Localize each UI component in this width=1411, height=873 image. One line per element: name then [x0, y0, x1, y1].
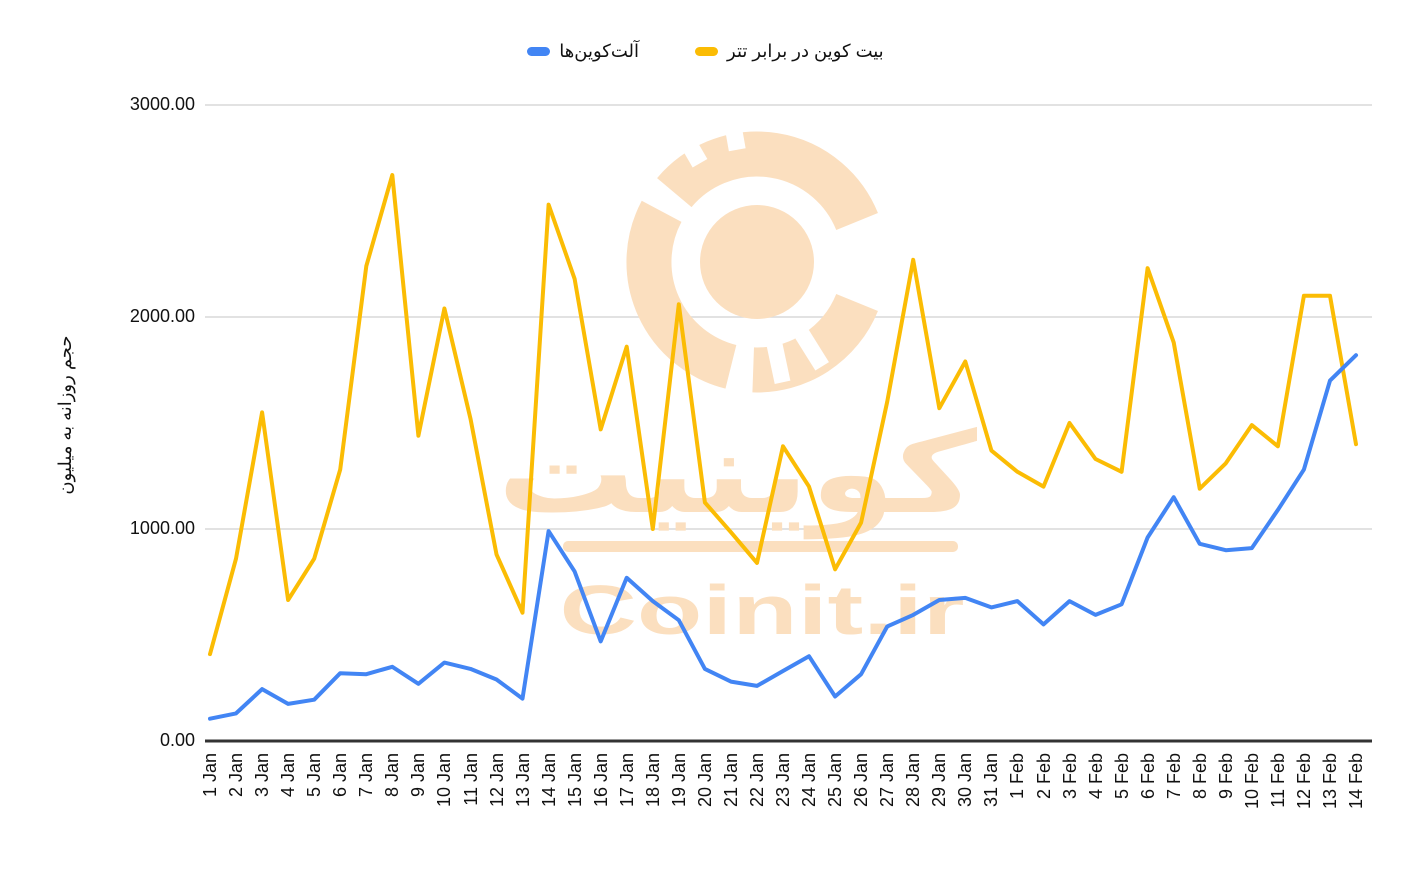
x-tick-label: 4 Jan — [278, 753, 299, 798]
legend-item-1: بیت کوین در برابر تتر — [695, 41, 884, 62]
legend-swatch-icon — [695, 47, 719, 56]
x-tick-label: 3 Feb — [1059, 753, 1080, 800]
x-tick-label: 19 Jan — [668, 753, 689, 808]
x-tick-label: 7 Jan — [356, 753, 377, 798]
watermark-text-fa: کوینیت — [497, 411, 978, 539]
x-tick-label: 13 Jan — [512, 753, 533, 808]
legend-swatch-icon — [527, 47, 551, 56]
x-tick-label: 16 Jan — [590, 753, 611, 808]
x-tick-label: 18 Jan — [642, 753, 663, 808]
x-tick-label: 24 Jan — [799, 753, 819, 808]
coin-ring-segment — [657, 131, 878, 231]
watermark-text-en: Coinit.ir — [560, 571, 965, 649]
x-tick-label: 6 Jan — [330, 753, 351, 798]
x-tick-label: 8 Jan — [382, 753, 403, 798]
series-lines — [208, 173, 1358, 721]
y-tick-label: 2000.00 — [129, 306, 195, 326]
x-tick-label: 2 Jan — [226, 753, 246, 798]
x-tick-label: 14 Feb — [1346, 753, 1366, 810]
x-tick-label: 1 Feb — [1007, 753, 1028, 800]
coinit-watermark: کوینیت Coinit.ir — [497, 106, 978, 649]
x-tick-label: 25 Jan — [825, 753, 846, 808]
x-tick-label: 12 Feb — [1293, 753, 1314, 810]
x-tick-label: 2 Feb — [1033, 753, 1054, 800]
x-tick-label: 23 Jan — [773, 753, 793, 808]
gridlines — [205, 104, 1372, 743]
x-tick-label: 9 Feb — [1215, 753, 1236, 800]
coin-notch — [766, 343, 791, 384]
x-tick-label: 26 Jan — [851, 753, 872, 808]
x-tick-label: 6 Feb — [1137, 753, 1158, 800]
coin-ring-segment — [626, 200, 738, 389]
x-tick-label: 10 Feb — [1241, 753, 1262, 810]
x-tick-label: 28 Jan — [903, 753, 924, 808]
x-tick-label: 21 Jan — [720, 753, 741, 808]
x-tick-label: 22 Jan — [747, 753, 767, 808]
legend-item-0: آلت‌کوین‌ها — [527, 41, 639, 62]
series-line-1 — [208, 353, 1358, 721]
x-tick-label: 14 Jan — [538, 753, 559, 808]
x-tick-label: 9 Jan — [408, 753, 429, 798]
coin-notch — [671, 122, 708, 168]
legend-label: آلت‌کوین‌ها — [559, 41, 640, 61]
x-tick-label: 10 Jan — [434, 753, 455, 808]
x-tick-label: 5 Feb — [1111, 753, 1132, 800]
x-tick-label: 15 Jan — [564, 753, 585, 808]
coin-notch — [721, 106, 746, 152]
x-tick-label: 31 Jan — [981, 753, 1002, 808]
x-tick-label: 7 Feb — [1163, 753, 1184, 800]
x-tick-label: 13 Feb — [1320, 753, 1340, 810]
x-tick-label: 12 Jan — [486, 753, 507, 808]
x-tick-label: 11 Jan — [460, 753, 481, 806]
x-tick-label: 30 Jan — [955, 753, 976, 808]
x-tick-label: 3 Jan — [252, 753, 273, 798]
x-tick-label: 5 Jan — [304, 753, 325, 798]
x-tick-label: 1 Jan — [200, 753, 220, 798]
y-tick-label: 1000.00 — [129, 518, 195, 538]
legend: آلت‌کوین‌ها بیت کوین در برابر تتر — [0, 41, 1411, 62]
coin-notch — [795, 329, 829, 371]
x-tick-label: 8 Feb — [1189, 753, 1210, 800]
x-tick-label: 27 Jan — [877, 753, 898, 808]
x-tick-label: 11 Feb — [1267, 753, 1288, 808]
legend-label: بیت کوین در برابر تتر — [727, 41, 884, 61]
y-tick-label: 0.00 — [159, 730, 195, 750]
x-tick-label: 29 Jan — [929, 753, 950, 808]
coin-logo-center — [700, 205, 814, 319]
x-tick-label: 17 Jan — [616, 753, 637, 808]
coin-logo-notches — [671, 106, 829, 384]
series-line-0 — [208, 173, 1358, 657]
x-tick-label: 20 Jan — [694, 753, 715, 808]
y-axis-title: حجم روزانه به میلیون — [55, 335, 75, 495]
x-tick-label: 4 Feb — [1085, 753, 1106, 800]
y-tick-label: 3000.00 — [129, 94, 195, 114]
